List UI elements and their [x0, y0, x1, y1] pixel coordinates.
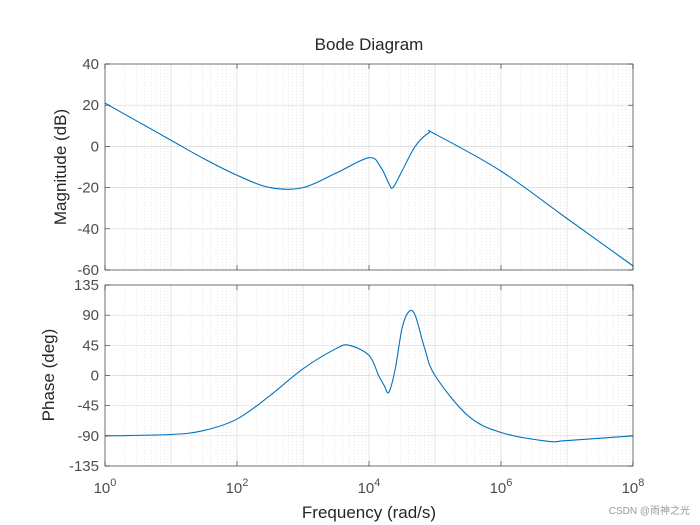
y-tick-label: -90	[77, 428, 99, 445]
chart-title: Bode Diagram	[315, 35, 424, 54]
phase-series-line	[104, 309, 634, 443]
magnitude-series-line	[104, 102, 634, 267]
y-tick-label: 0	[91, 368, 99, 385]
x-axis-label: Frequency (rad/s)	[302, 503, 436, 522]
phase-grid	[104, 284, 634, 467]
y-tick-label: 45	[82, 337, 99, 354]
x-tick-label: 102	[226, 477, 249, 497]
y-tick-label: -135	[69, 458, 99, 475]
y-tick-label: 90	[82, 307, 99, 324]
x-tick-labels: 100 102 104 106 108	[94, 477, 645, 497]
y-tick-label: 20	[82, 97, 99, 114]
phase-curve-group	[104, 309, 634, 443]
y-tick-label: -20	[77, 180, 99, 197]
x-tick-label: 106	[490, 477, 513, 497]
phase-panel: 135 90 45 0 -45 -90 -135 Phase (deg)	[39, 277, 634, 475]
phase-ticks: 135 90 45 0 -45 -90 -135	[69, 277, 634, 475]
magnitude-ylabel: Magnitude (dB)	[51, 109, 70, 225]
watermark: CSDN @雨神之光	[609, 504, 690, 517]
y-tick-label: -40	[77, 221, 99, 238]
x-tick-label: 108	[622, 477, 645, 497]
x-tick-label: 104	[358, 477, 381, 497]
y-tick-label: -45	[77, 398, 99, 415]
y-tick-label: 135	[74, 277, 99, 294]
magnitude-curve-group	[104, 102, 634, 267]
magnitude-ticks: 40 20 0 -20 -40 -60	[77, 56, 634, 279]
y-tick-label: -60	[77, 262, 99, 279]
magnitude-grid	[104, 63, 634, 271]
phase-ylabel: Phase (deg)	[39, 329, 58, 422]
x-tick-label: 100	[94, 477, 117, 497]
magnitude-panel: 40 20 0 -20 -40 -60 Magnitude (dB)	[51, 56, 634, 279]
y-tick-label: 0	[91, 138, 99, 155]
y-tick-label: 40	[82, 56, 99, 73]
